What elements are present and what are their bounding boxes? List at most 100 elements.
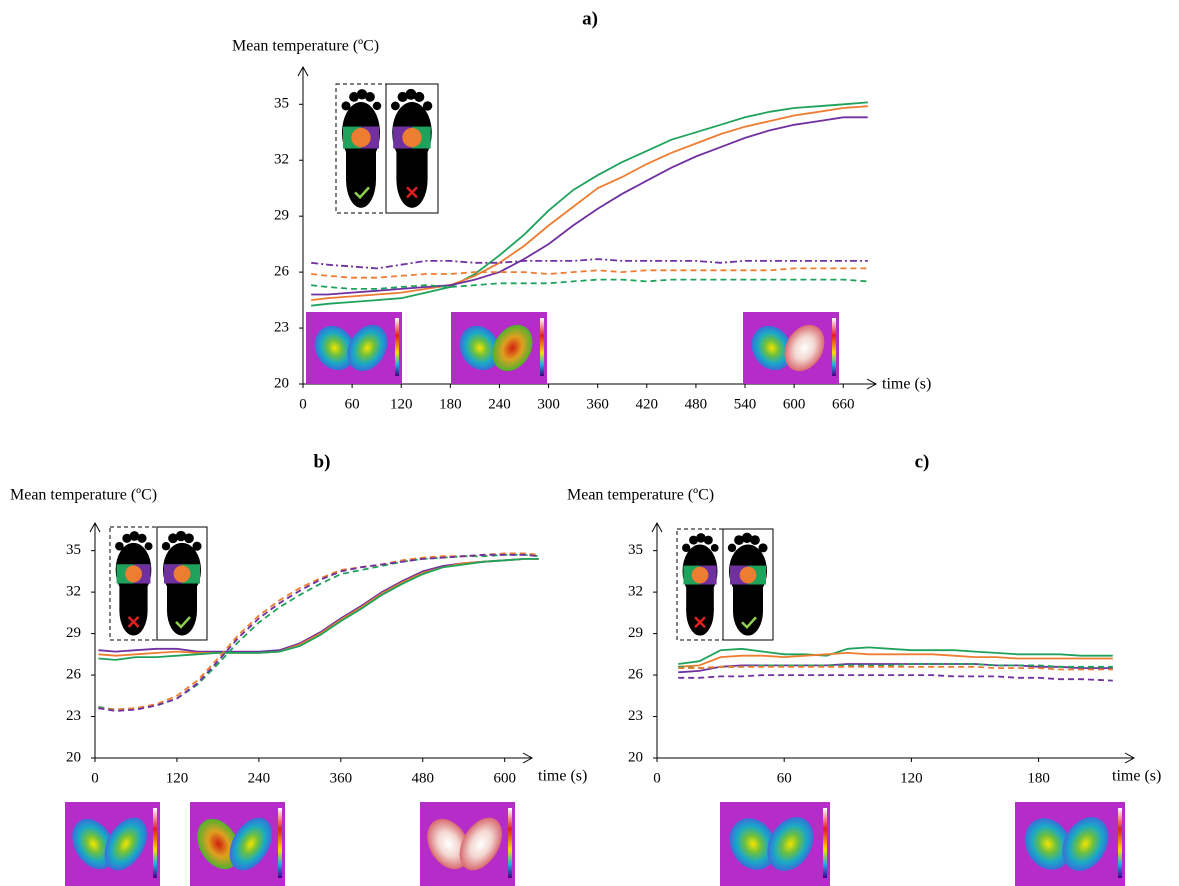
series-line xyxy=(311,258,868,270)
thermal-colorbar xyxy=(395,318,399,376)
cross-mark xyxy=(694,616,706,629)
foot-toe xyxy=(710,543,719,552)
y-tick-label: 32 xyxy=(274,152,289,168)
y-tick-label: 20 xyxy=(66,749,81,765)
y-tick-label: 26 xyxy=(628,666,644,682)
series-line xyxy=(98,558,539,661)
thermal-image xyxy=(743,312,839,384)
foot-toe xyxy=(397,91,408,102)
thermal-colorbar xyxy=(832,318,836,376)
thermal-image xyxy=(306,312,402,384)
foot-toe xyxy=(741,532,753,544)
thermal-colorbar xyxy=(1118,808,1122,878)
foot-toe xyxy=(144,542,153,551)
x-tick-label: 360 xyxy=(330,770,353,786)
y-tick-label: 35 xyxy=(628,542,643,558)
foot-zone-orange xyxy=(691,566,709,584)
foot-toe xyxy=(192,541,202,551)
x-tick-label: 480 xyxy=(412,770,435,786)
thermal-foot-right xyxy=(492,324,533,372)
thermal-image xyxy=(190,802,285,886)
thermal-foot-right xyxy=(1062,817,1109,871)
y-axis-arrow xyxy=(89,521,101,533)
foot-icon xyxy=(676,528,724,641)
series-line xyxy=(678,651,1113,668)
thermal-foot-right xyxy=(784,324,825,372)
foot-toe xyxy=(703,535,713,545)
y-tick-label: 20 xyxy=(274,375,289,391)
foot-toe xyxy=(137,533,147,543)
series-line xyxy=(311,267,868,279)
x-tick-label: 180 xyxy=(439,396,462,412)
series-line xyxy=(678,663,1113,674)
thermal-foot-left xyxy=(314,325,356,371)
x-axis-arrow xyxy=(522,752,534,764)
x-tick-label: 0 xyxy=(299,396,307,412)
x-axis-arrow xyxy=(1124,752,1136,764)
thermal-image xyxy=(65,802,160,886)
y-axis-label: Mean temperature (ºC) xyxy=(232,38,379,55)
foot-toe xyxy=(161,541,171,551)
thermal-colorbar xyxy=(508,808,512,878)
x-tick-label: 300 xyxy=(537,396,560,412)
x-tick-label: 0 xyxy=(653,770,661,786)
x-tick-label: 420 xyxy=(636,396,659,412)
thermal-foot-right xyxy=(459,817,502,871)
series-line xyxy=(311,105,868,301)
x-tick-label: 120 xyxy=(390,396,413,412)
x-tick-label: 120 xyxy=(900,770,923,786)
thermal-image xyxy=(1015,802,1125,886)
foot-icon xyxy=(156,526,208,641)
series-line xyxy=(678,674,1113,682)
cross-mark xyxy=(127,616,140,628)
y-tick-label: 29 xyxy=(274,208,289,224)
foot-toe xyxy=(341,101,351,111)
x-tick-label: 60 xyxy=(777,770,792,786)
foot-toe xyxy=(115,541,124,551)
thermal-colorbar xyxy=(540,318,544,376)
y-axis-label: Mean temperature (ºC) xyxy=(10,487,157,504)
y-axis-arrow xyxy=(651,521,663,533)
foot-toe xyxy=(682,543,691,553)
thermal-foot-right xyxy=(104,817,147,871)
y-tick-label: 23 xyxy=(628,708,643,724)
foot-toe xyxy=(365,92,375,102)
y-tick-label: 32 xyxy=(628,584,643,600)
thermal-image xyxy=(720,802,830,886)
series-line xyxy=(98,558,539,657)
y-tick-label: 29 xyxy=(628,625,643,641)
y-tick-label: 35 xyxy=(274,96,289,112)
series-line xyxy=(678,665,1113,671)
foot-toe xyxy=(175,530,187,542)
thermal-foot-left xyxy=(459,325,501,371)
x-tick-label: 660 xyxy=(832,396,855,412)
foot-zone-orange xyxy=(351,127,371,148)
thermal-foot-left xyxy=(427,818,470,870)
foot-zone-orange xyxy=(173,565,191,583)
foot-toe xyxy=(750,535,760,545)
y-tick-label: 29 xyxy=(66,625,81,641)
series-line xyxy=(678,646,1113,665)
foot-toe xyxy=(122,533,132,543)
thermal-foot-left xyxy=(197,818,240,870)
x-axis-label: time (s) xyxy=(882,376,931,393)
foot-zone-orange xyxy=(125,565,142,583)
x-axis-label: time (s) xyxy=(538,768,587,785)
chart-title: a) xyxy=(582,8,598,29)
foot-zone-orange xyxy=(402,127,422,148)
x-tick-label: 540 xyxy=(734,396,757,412)
chart-title: b) xyxy=(314,451,331,472)
chart-title: c) xyxy=(915,451,930,472)
series-line xyxy=(98,553,539,712)
thermal-colorbar xyxy=(153,808,157,878)
check-mark xyxy=(741,616,757,630)
x-tick-label: 180 xyxy=(1027,770,1050,786)
foot-icon xyxy=(335,83,387,214)
x-tick-label: 60 xyxy=(345,396,360,412)
y-tick-label: 32 xyxy=(66,584,81,600)
thermal-foot-left xyxy=(72,818,115,870)
x-tick-label: 600 xyxy=(493,770,516,786)
x-axis-label: time (s) xyxy=(1112,768,1161,785)
x-tick-label: 480 xyxy=(685,396,708,412)
thermal-image xyxy=(420,802,515,886)
